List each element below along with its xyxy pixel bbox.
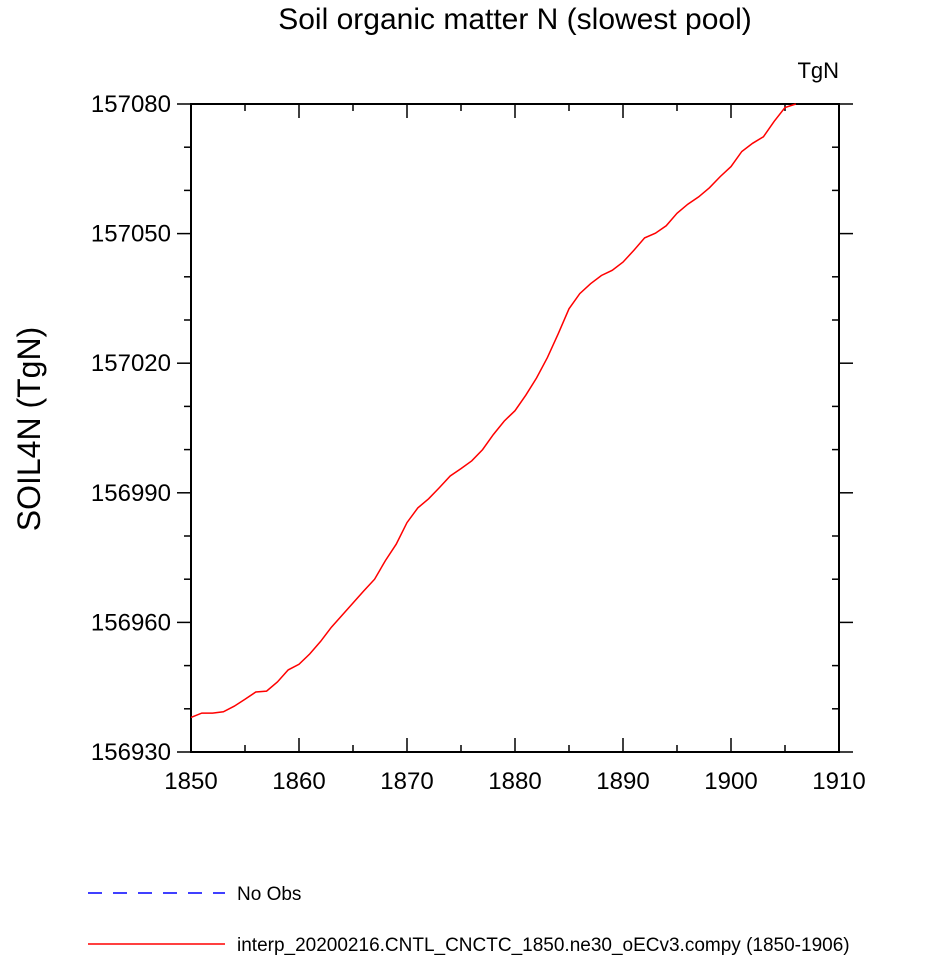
x-tick-label: 1880 — [488, 768, 541, 795]
legend-label-no-obs: No Obs — [237, 884, 301, 905]
y-axis-label: SOIL4N (TgN) — [11, 327, 47, 531]
units-label: TgN — [797, 58, 839, 83]
y-tick-label: 157020 — [91, 350, 171, 377]
y-tick-label: 156990 — [91, 480, 171, 507]
x-tick-label: 1860 — [272, 768, 325, 795]
y-tick-label: 157080 — [91, 91, 171, 118]
y-tick-label: 157050 — [91, 221, 171, 248]
y-tick-label: 156960 — [91, 609, 171, 636]
x-tick-label: 1910 — [812, 768, 865, 795]
x-tick-label: 1900 — [704, 768, 757, 795]
plot-frame — [190, 103, 840, 753]
plot-area: 1850 1860 1870 1880 1890 1900 1910 156930 156960… — [91, 91, 866, 795]
legend-label-cntl: interp_20200216.CNTL_CNCTC_1850.ne30_oEC… — [237, 935, 850, 956]
y-tick-label: 156930 — [91, 739, 171, 766]
series-line-1 — [190, 103, 797, 719]
x-tick-label: 1850 — [164, 768, 217, 795]
legend: No Obs interp_20200216.CNTL_CNCTC_1850.n… — [88, 884, 850, 956]
x-tick-label: 1890 — [596, 768, 649, 795]
chart-title: Soil organic matter N (slowest pool) — [278, 3, 752, 36]
x-tick-label: 1870 — [380, 768, 433, 795]
